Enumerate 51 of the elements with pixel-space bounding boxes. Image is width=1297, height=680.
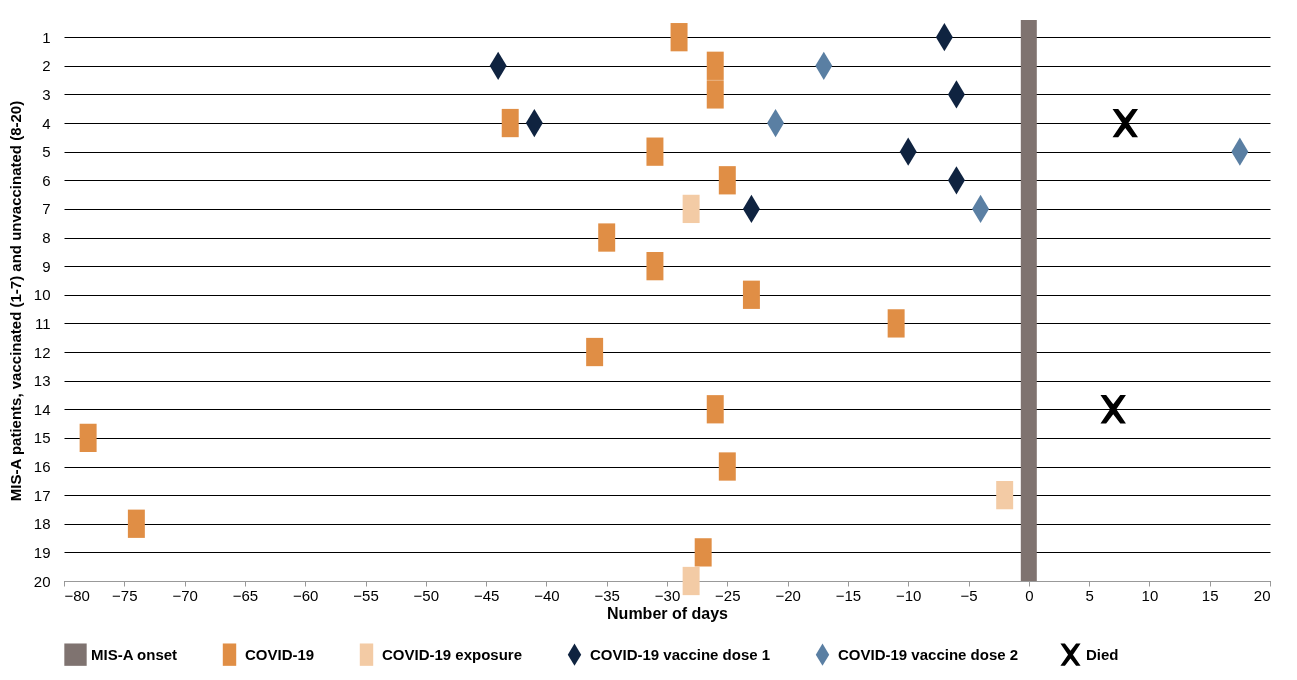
- x-axis-title: Number of days: [607, 604, 729, 622]
- x-tick-label: −75: [112, 586, 138, 604]
- point: [1112, 108, 1139, 138]
- y-tick-label: 8: [42, 229, 51, 247]
- x-tick-label: 5: [1085, 586, 1094, 604]
- legend-label: COVID-19 vaccine dose 2: [838, 645, 1019, 663]
- y-axis-title: MIS-A patients, vaccinated (1-7) and unvaccinated (8-20): [6, 100, 24, 502]
- x-tick-label: 0: [1025, 586, 1034, 604]
- x-tick-label: 15: [1201, 586, 1219, 604]
- y-tick-label: 19: [33, 543, 51, 561]
- x-tick-label: −20: [775, 586, 801, 604]
- x-tick-label: 10: [1141, 586, 1159, 604]
- y-tick-label: 17: [33, 486, 51, 504]
- y-tick-label: 18: [33, 515, 51, 533]
- x-tick-label: −55: [353, 586, 379, 604]
- legend-label: COVID-19 exposure: [382, 645, 523, 663]
- x-tick-label: −5: [960, 586, 978, 604]
- x-tick-label: −70: [172, 586, 198, 604]
- legend-label: COVID-19: [245, 645, 315, 663]
- x-tick-label: −30: [654, 586, 681, 604]
- legend-label: MIS-A onset: [91, 645, 178, 663]
- x-tick-label: −15: [835, 586, 862, 604]
- x-tick-label: −50: [413, 586, 440, 604]
- y-tick-label: 12: [33, 343, 51, 361]
- y-tick-label: 14: [33, 400, 51, 418]
- y-tick-label: 2: [42, 57, 51, 75]
- y-tick-label: 20: [33, 572, 51, 590]
- y-tick-label: 4: [42, 114, 51, 132]
- y-tick-label: 5: [42, 143, 51, 161]
- x-tick-label: −65: [232, 586, 259, 604]
- x-tick-label: −25: [715, 586, 741, 604]
- y-tick-label: 7: [42, 200, 51, 218]
- x-tick-label: −80: [64, 586, 90, 604]
- x-tick-label: −10: [895, 586, 922, 604]
- y-tick-label: 11: [34, 314, 51, 332]
- y-tick-label: 15: [33, 429, 51, 447]
- x-tick-label: −60: [292, 586, 319, 604]
- y-tick-label: 1: [42, 28, 51, 46]
- x-tick-label: −40: [534, 586, 560, 604]
- x-tick-label: 20: [1253, 586, 1271, 604]
- y-tick-label: 10: [33, 286, 51, 304]
- y-tick-label: 16: [33, 458, 51, 476]
- legend-label: COVID-19 vaccine dose 1: [590, 645, 771, 663]
- x-tick-label: −45: [473, 586, 500, 604]
- point: [1100, 395, 1126, 424]
- y-tick-label: 6: [42, 171, 51, 189]
- x-tick-label: −35: [594, 586, 620, 604]
- y-tick-label: 13: [33, 372, 51, 390]
- y-tick-label: 3: [42, 85, 51, 103]
- legend-label: Died: [1086, 645, 1119, 663]
- y-tick-label: 9: [42, 257, 51, 275]
